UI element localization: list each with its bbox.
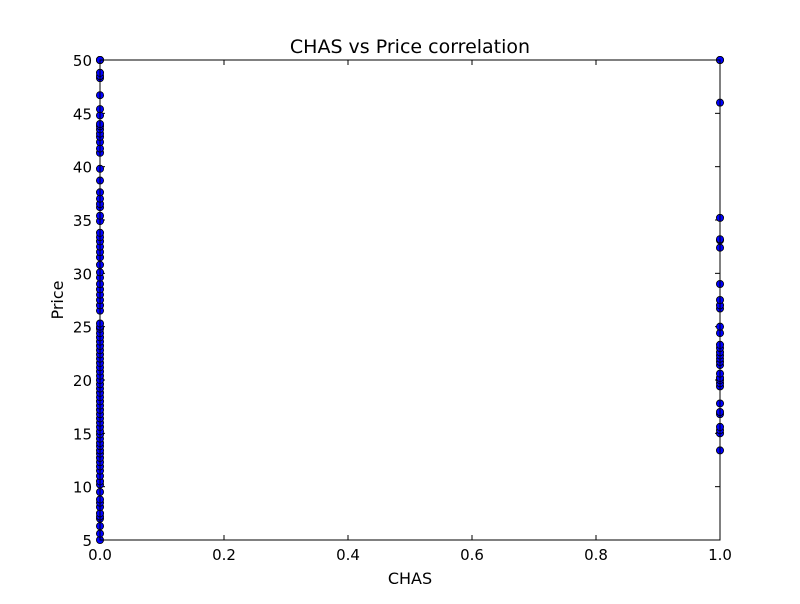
x-axis-label: CHAS	[388, 569, 432, 588]
y-tick-label: 25	[73, 319, 92, 337]
y-tick-label: 20	[73, 372, 92, 390]
chart-title: CHAS vs Price correlation	[290, 36, 530, 58]
y-tick-label: 50	[73, 52, 92, 70]
x-tick-label: 0.8	[584, 546, 608, 564]
x-tick-label: 1.0	[708, 546, 732, 564]
y-axis-label: Price	[48, 280, 67, 319]
y-tick-label: 15	[73, 425, 92, 443]
ticks-layer: 0.0 0.2 0.4 0.6 0.8 1.0 5 10 15 20 25 30 35 40 45 50	[73, 52, 732, 564]
plot-frame	[99, 59, 721, 541]
y-tick-label: 35	[73, 212, 92, 230]
y-tick-label: 30	[73, 265, 92, 283]
y-tick-label: 10	[73, 479, 92, 497]
y-tick-label: 40	[73, 159, 92, 177]
x-tick-label: 0.6	[460, 546, 484, 564]
x-tick-label: 0.4	[336, 546, 360, 564]
points-layer	[96, 56, 725, 545]
x-tick-label: 0.0	[88, 546, 112, 564]
y-tick-label: 45	[73, 105, 92, 123]
x-tick-label: 0.2	[212, 546, 236, 564]
y-tick-label: 5	[82, 532, 92, 550]
